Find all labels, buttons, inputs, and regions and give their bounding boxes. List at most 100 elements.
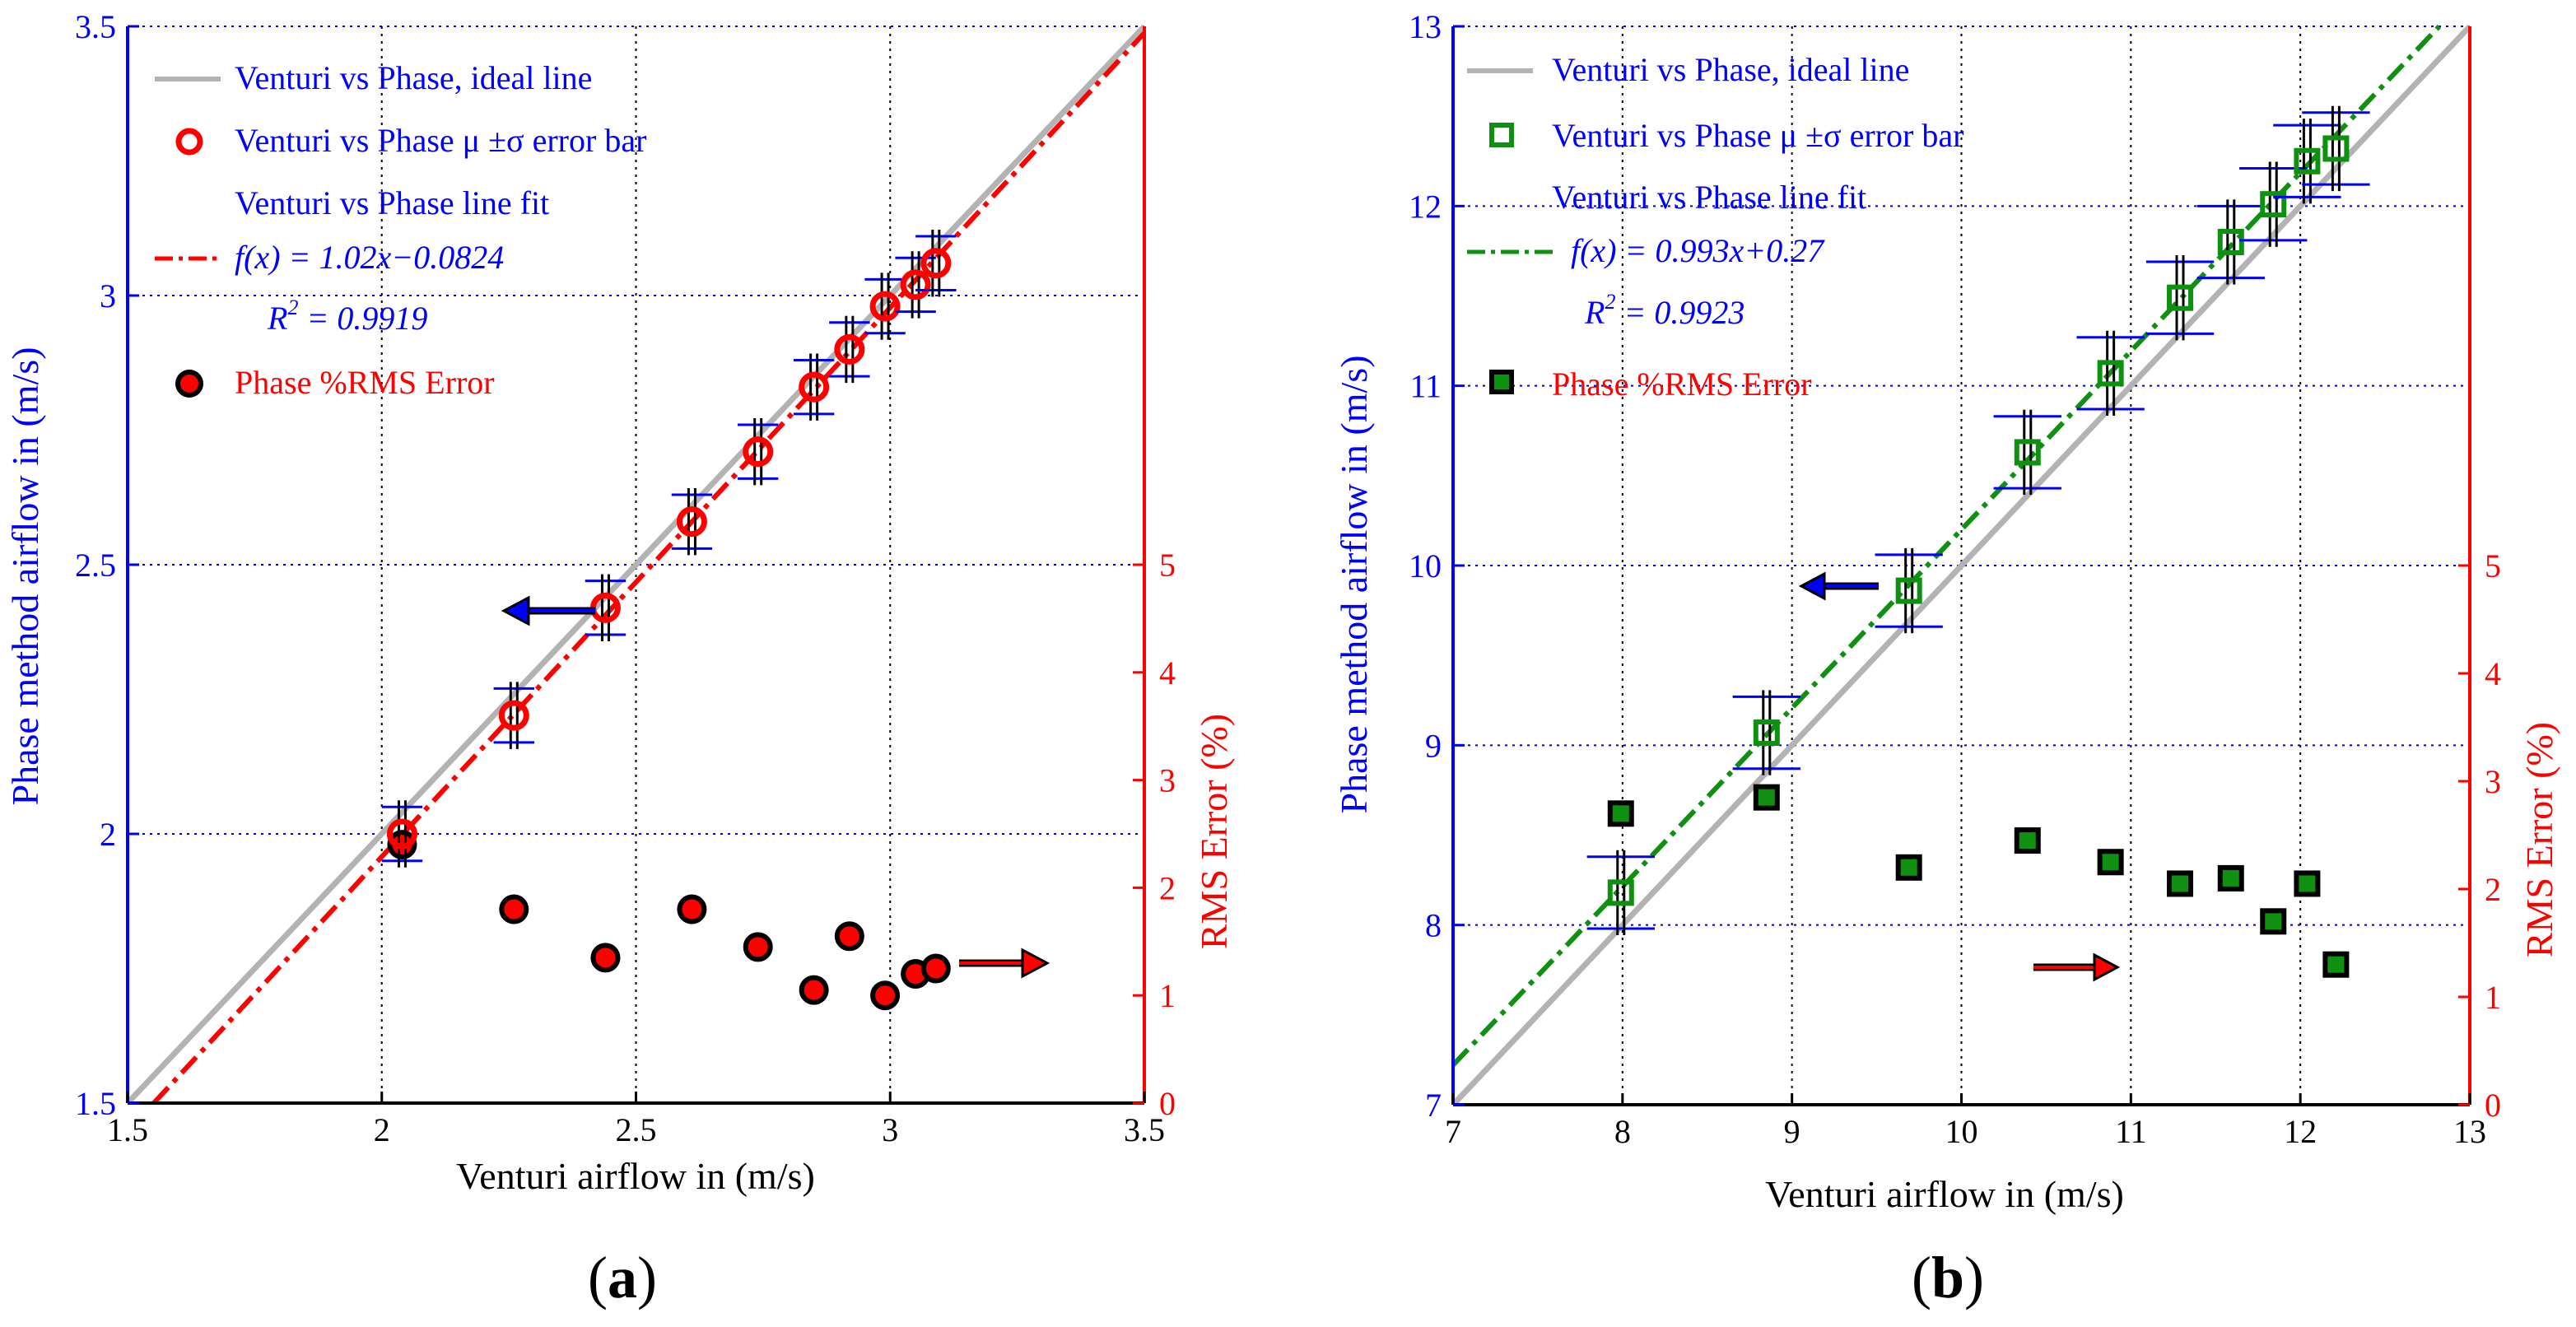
rms-error-point <box>2014 827 2041 854</box>
legend-errorbar-marker <box>175 128 203 156</box>
panel-a-grid <box>128 26 1144 1103</box>
data-point <box>2294 147 2321 175</box>
y-left-tick-label: 11 <box>1409 368 1442 405</box>
rms-error-point <box>2322 951 2350 978</box>
data-point <box>2097 360 2124 387</box>
x-tick-label: 7 <box>1445 1113 1461 1150</box>
y-right-tick-label: 3 <box>2485 763 2501 800</box>
rms-error-point <box>870 980 901 1011</box>
data-point <box>834 333 865 365</box>
y-right-tick-label: 3 <box>1159 762 1176 799</box>
rms-error-point <box>2217 864 2244 892</box>
rms-error-point <box>2097 849 2124 876</box>
y-left-tick-label: 3 <box>100 277 116 314</box>
x-tick-label: 11 <box>2115 1113 2147 1150</box>
legend-rms-label: Phase %RMS Error <box>235 364 495 401</box>
x-tick-label: 13 <box>2453 1113 2486 1150</box>
panel-a-marks <box>381 230 957 1011</box>
legend-r2: R2 = 0.9923 <box>1584 290 1745 331</box>
legend-errorbar-marker <box>1489 123 1514 147</box>
legend-rms-label: Phase %RMS Error <box>1552 366 1812 403</box>
x-tick-label: 12 <box>2284 1113 2317 1150</box>
legend-errorbar-label: Venturi vs Phase μ ±σ error bar <box>235 122 646 159</box>
y-left-tick-label: 7 <box>1425 1087 1442 1124</box>
left-axis-arrow <box>1798 571 1879 601</box>
x-tick-label: 1.5 <box>107 1111 148 1148</box>
data-point <box>869 291 901 322</box>
panel-b-legend: Venturi vs Phase, ideal line Venturi vs … <box>1467 51 1963 403</box>
panel-a-axes <box>126 25 1146 1105</box>
data-point <box>2322 135 2350 162</box>
rms-error-point <box>677 894 707 924</box>
panel-a-ylabel-right: RMS Error (%) <box>1193 714 1235 949</box>
data-point <box>1607 879 1634 906</box>
x-tick-label: 3.5 <box>1124 1111 1165 1148</box>
legend-fit-title: Venturi vs Phase line fit <box>235 184 549 221</box>
rms-error-point <box>499 894 529 924</box>
legend-rms-marker <box>175 370 203 398</box>
legend-ideal-label: Venturi vs Phase, ideal line <box>1552 51 1909 88</box>
panel-b-xlabel: Venturi airflow in (m/s) <box>1765 1173 2124 1215</box>
y-right-tick-label: 0 <box>1159 1085 1176 1122</box>
y-right-tick-label: 5 <box>1159 547 1176 584</box>
data-point <box>799 371 830 403</box>
ideal-line <box>1451 24 2472 1107</box>
rms-error-point <box>1607 800 1634 827</box>
y-right-tick-label: 5 <box>2485 547 2501 584</box>
legend-fit-title: Venturi vs Phase line fit <box>1552 179 1866 216</box>
rms-error-point <box>1895 854 1922 881</box>
data-point <box>2014 439 2041 466</box>
legend-fit-equation: f(x) = 1.02x−0.0824 <box>235 239 504 276</box>
x-tick-label: 8 <box>1614 1113 1631 1150</box>
data-point <box>498 700 529 731</box>
panel-b-ylabel-left: Phase method airflow in (m/s) <box>1333 355 1375 813</box>
rms-error-point <box>2260 908 2287 935</box>
panel-b-label: (b) <box>1912 1245 1984 1311</box>
data-point <box>2260 191 2287 218</box>
y-right-tick-label: 4 <box>1159 654 1176 691</box>
data-point <box>1895 577 1922 604</box>
rms-error-point <box>2167 870 2194 897</box>
y-left-tick-label: 10 <box>1409 547 1442 584</box>
x-tick-label: 10 <box>1945 1113 1978 1150</box>
data-point <box>2217 229 2244 255</box>
panel-b-marks <box>1586 105 2370 978</box>
legend-ideal-label: Venturi vs Phase, ideal line <box>235 59 592 96</box>
y-right-tick-label: 2 <box>1159 869 1176 906</box>
y-left-tick-label: 2 <box>100 816 116 853</box>
legend-r2: R2 = 0.9919 <box>267 296 427 337</box>
y-left-tick-label: 12 <box>1409 188 1442 225</box>
panel-b-axes <box>1451 25 2471 1106</box>
fit-line <box>151 31 1147 1106</box>
legend-fit-equation: f(x) = 0.993x+0.27 <box>1571 232 1825 269</box>
panel-a-xlabel: Venturi airflow in (m/s) <box>456 1155 815 1197</box>
data-point <box>386 818 417 850</box>
rms-error-point <box>799 975 829 1005</box>
y-right-tick-label: 1 <box>1159 977 1176 1014</box>
y-left-tick-label: 13 <box>1409 8 1442 45</box>
y-left-tick-label: 1.5 <box>75 1085 116 1122</box>
x-tick-label: 3 <box>882 1111 898 1148</box>
data-point <box>900 269 931 300</box>
panel-a-ylabel-left: Phase method airflow in (m/s) <box>4 347 46 805</box>
x-tick-label: 9 <box>1784 1113 1800 1150</box>
y-right-tick-label: 2 <box>2485 871 2501 908</box>
data-point <box>2167 284 2194 311</box>
rms-error-point <box>1753 784 1780 811</box>
y-right-tick-label: 4 <box>2485 655 2501 692</box>
y-left-tick-label: 2.5 <box>75 547 116 584</box>
rms-error-point <box>834 921 864 952</box>
x-tick-label: 2 <box>374 1111 390 1148</box>
panel-a-lines <box>125 24 1147 1106</box>
panel-b-ylabel-right: RMS Error (%) <box>2518 722 2560 957</box>
rms-error-point <box>743 932 773 962</box>
rms-error-point <box>920 953 951 984</box>
left-axis-arrow <box>501 595 595 626</box>
panel-a-legend: Venturi vs Phase, ideal line Venturi vs … <box>155 59 646 401</box>
y-left-tick-label: 9 <box>1425 727 1442 764</box>
